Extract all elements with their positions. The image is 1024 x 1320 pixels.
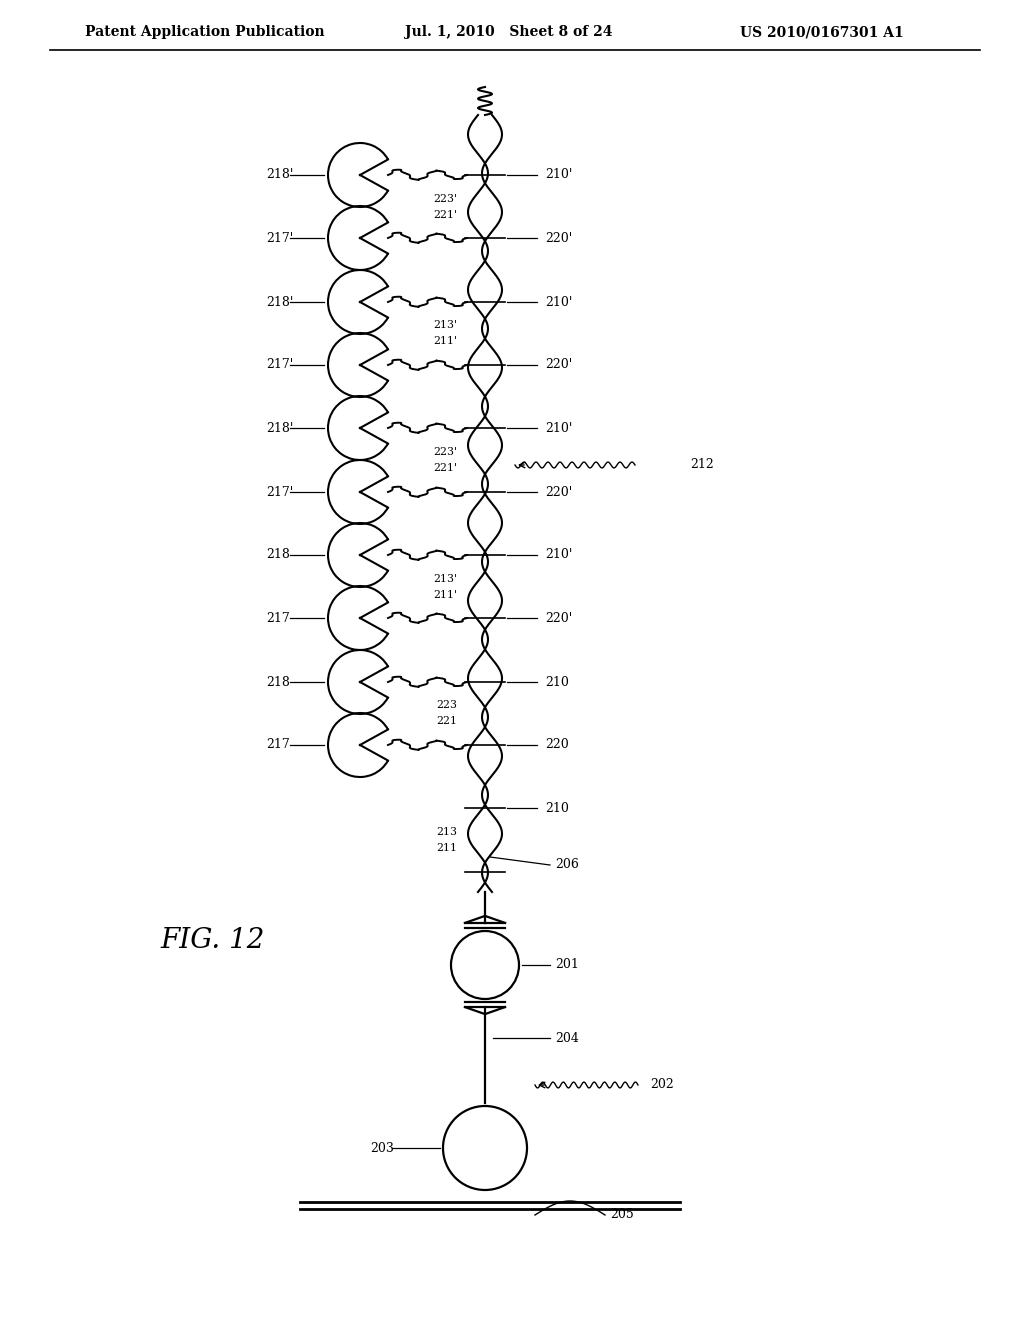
- Text: 210': 210': [545, 169, 572, 181]
- Text: 220': 220': [545, 231, 572, 244]
- Text: 218': 218': [266, 169, 293, 181]
- Text: 218': 218': [266, 421, 293, 434]
- Text: 217: 217: [266, 611, 290, 624]
- Text: 221': 221': [433, 463, 457, 473]
- Text: 211': 211': [433, 590, 457, 599]
- Text: 212: 212: [690, 458, 714, 471]
- Text: 210': 210': [545, 549, 572, 561]
- Text: 201: 201: [555, 958, 579, 972]
- Text: 213: 213: [436, 828, 457, 837]
- Text: 205: 205: [610, 1209, 634, 1221]
- Text: 218: 218: [266, 549, 290, 561]
- Text: 221': 221': [433, 210, 457, 219]
- Text: 217: 217: [266, 738, 290, 751]
- Text: 211': 211': [433, 337, 457, 346]
- Text: 218': 218': [266, 296, 293, 309]
- Text: 223: 223: [436, 701, 457, 710]
- Text: 218: 218: [266, 676, 290, 689]
- Text: 203: 203: [370, 1142, 394, 1155]
- Text: 211: 211: [436, 843, 457, 853]
- Text: Patent Application Publication: Patent Application Publication: [85, 25, 325, 40]
- Text: 213': 213': [433, 321, 457, 330]
- Text: 213': 213': [433, 573, 457, 583]
- Text: 210': 210': [545, 296, 572, 309]
- Text: 210: 210: [545, 676, 569, 689]
- Text: FIG. 12: FIG. 12: [160, 927, 264, 953]
- Text: 206: 206: [555, 858, 579, 871]
- Text: 217': 217': [266, 486, 293, 499]
- Text: 220': 220': [545, 611, 572, 624]
- Text: 210': 210': [545, 421, 572, 434]
- Text: 204: 204: [555, 1031, 579, 1044]
- Text: 217': 217': [266, 359, 293, 371]
- Text: US 2010/0167301 A1: US 2010/0167301 A1: [740, 25, 904, 40]
- Text: 210: 210: [545, 801, 569, 814]
- Text: 202: 202: [650, 1078, 674, 1092]
- Text: 223': 223': [433, 194, 457, 203]
- Text: 220: 220: [545, 738, 568, 751]
- Text: 221: 221: [436, 717, 457, 726]
- Text: 223': 223': [433, 447, 457, 457]
- Text: 220': 220': [545, 359, 572, 371]
- Text: 217': 217': [266, 231, 293, 244]
- Text: 220': 220': [545, 486, 572, 499]
- Text: Jul. 1, 2010   Sheet 8 of 24: Jul. 1, 2010 Sheet 8 of 24: [406, 25, 612, 40]
